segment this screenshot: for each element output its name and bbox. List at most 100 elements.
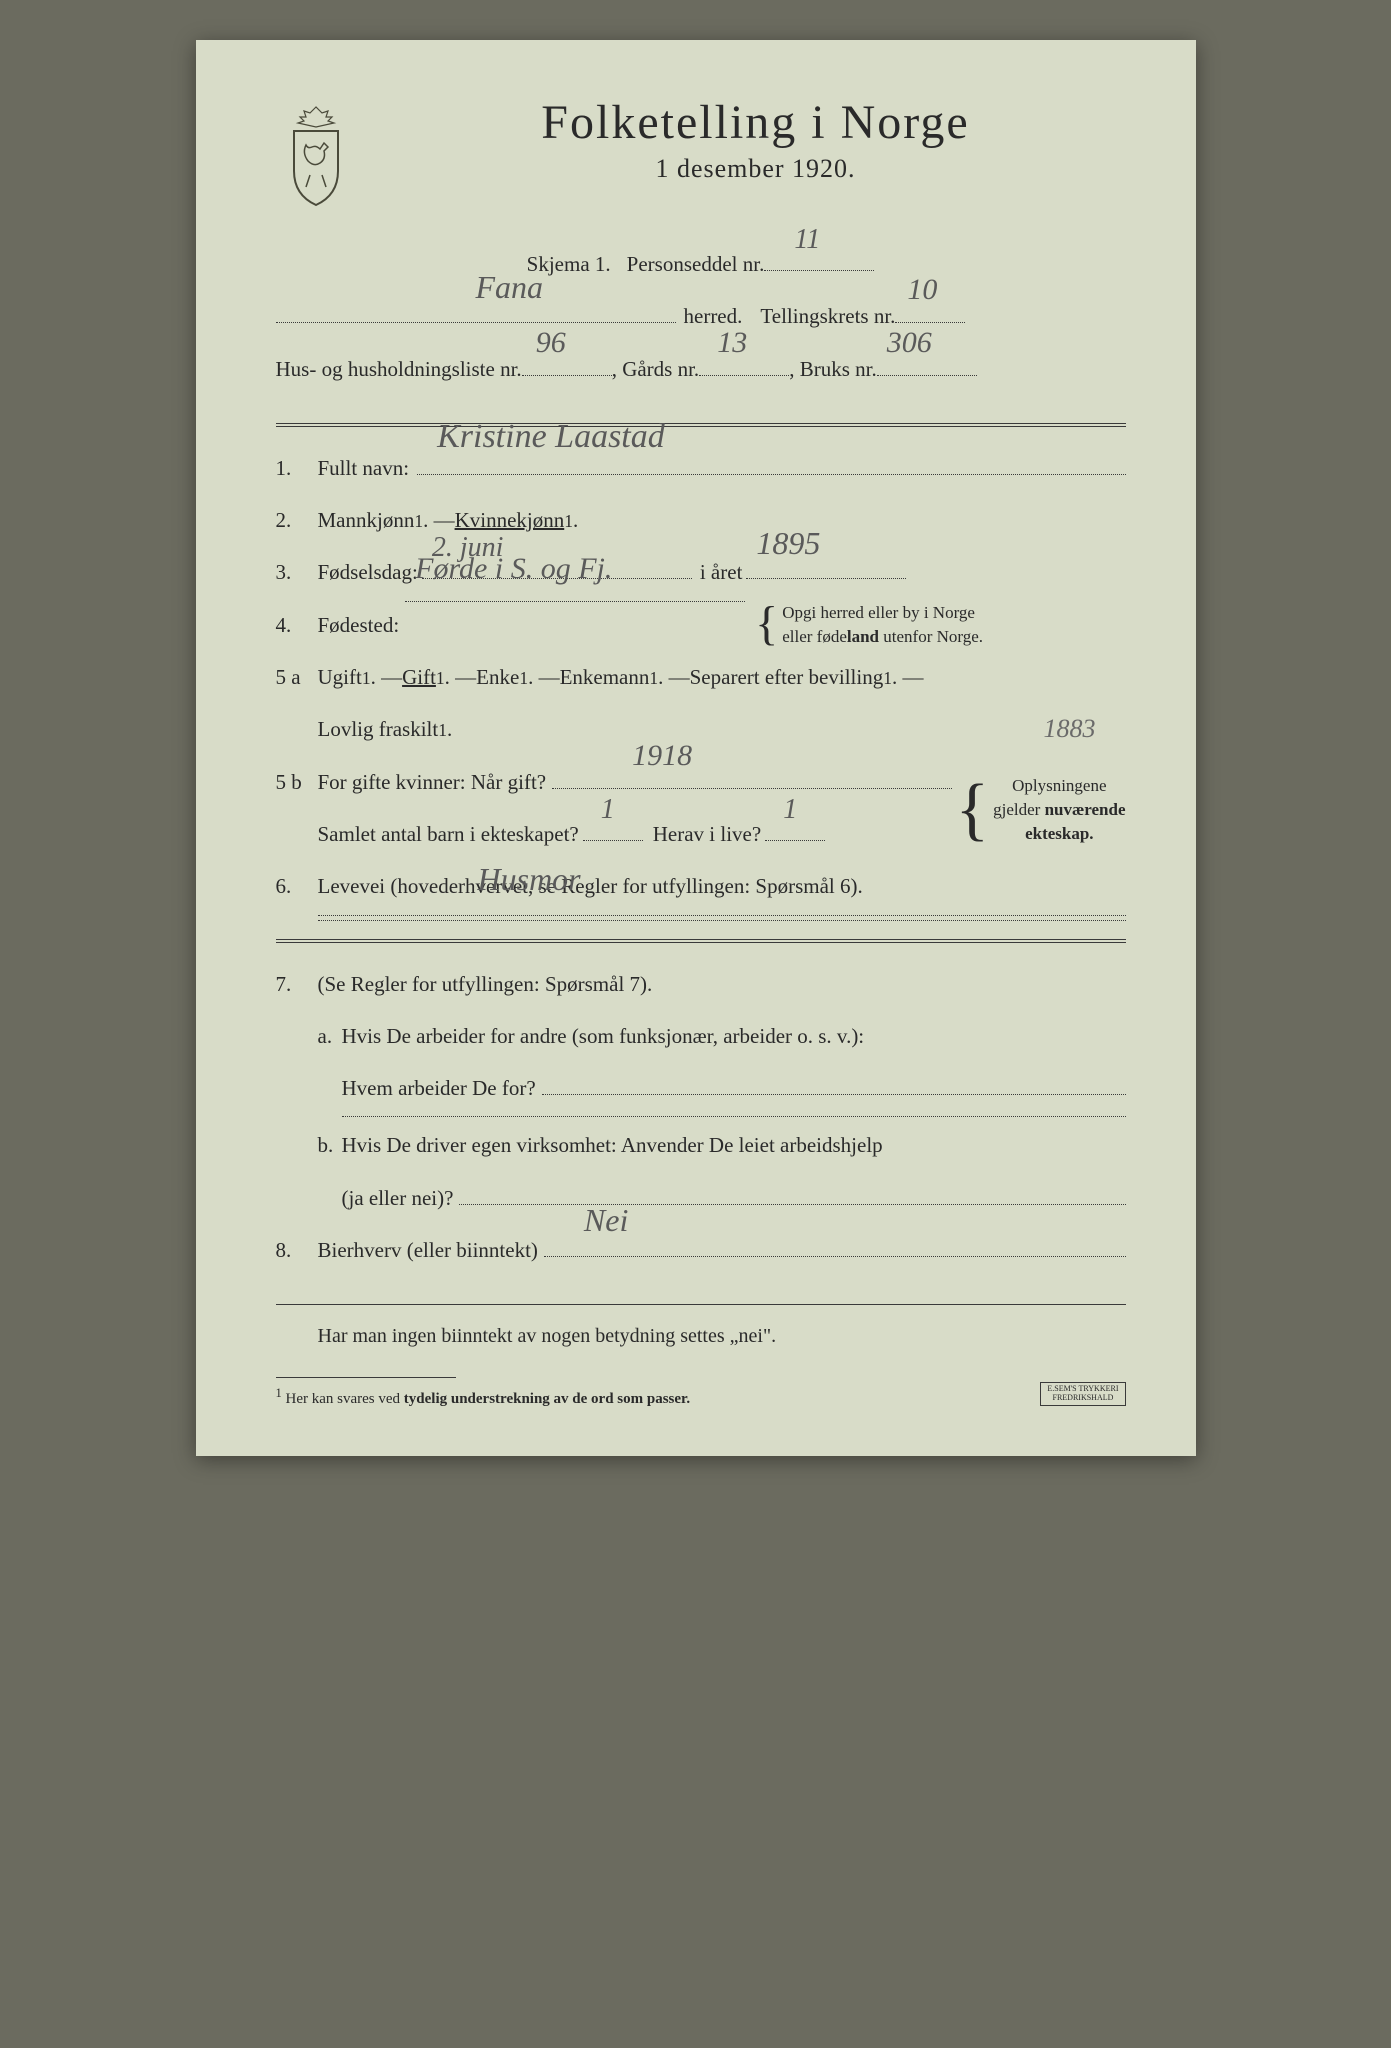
q6-blank-row: [318, 920, 1126, 921]
husliste-field: 96: [522, 375, 612, 376]
q5b-label3: Herav i live?: [653, 810, 761, 858]
bruks-field: 306: [877, 375, 977, 376]
q3-year-field: 1895: [746, 578, 906, 579]
q7a-blank-field: [342, 1116, 1126, 1117]
bruks-label: , Bruks nr.: [789, 345, 877, 393]
q1-label: Fullt navn:: [318, 444, 410, 492]
q7a-row2: Hvem arbeider De for?: [342, 1064, 1126, 1112]
q5b-live-value: 1: [783, 778, 797, 842]
gards-value: 13: [717, 308, 747, 377]
q7a-letter: a.: [318, 1012, 342, 1060]
q5a-lovlig: Lovlig fraskilt: [318, 705, 439, 753]
subtitle-date: 1 desember 1920.: [386, 154, 1126, 184]
crest-svg: [276, 105, 356, 210]
q5b-note: Oplysningene gjelder nuværende ekteskap.: [993, 774, 1125, 845]
q5a-ugift: Ugift: [318, 653, 362, 701]
q3-row: 3. Fødselsdag: 2. juni i året 1895: [276, 548, 1126, 596]
document-header: Folketelling i Norge 1 desember 1920.: [276, 95, 1126, 210]
q6-blank-field: [318, 920, 1126, 921]
q7-num: 7.: [276, 960, 318, 1008]
q4-field: Førde i S. og Fj.: [405, 601, 745, 602]
intro-block: Skjema 1. Personseddel nr. 11 Fana herre…: [276, 240, 1126, 393]
q5a-row1: 5 a Ugift1. — Gift1. — Enke1. — Enkemann…: [276, 653, 1126, 701]
herred-field: Fana: [276, 322, 676, 323]
q5b-live-field: 1: [765, 840, 825, 841]
q5b-block: 5 b For gifte kvinner: Når gift? 1918 Sa…: [276, 758, 1126, 863]
q1-row: 1. Fullt navn: Kristine Laastad: [276, 444, 1126, 492]
husliste-value: 96: [536, 308, 566, 377]
q1-num: 1.: [276, 444, 318, 492]
q4-row: 4. Fødested: Førde i S. og Fj. { Opgi he…: [276, 601, 1126, 649]
gards-label: , Gårds nr.: [612, 345, 700, 393]
q1-value: Kristine Laastad: [437, 398, 665, 476]
q7a-row1: a. Hvis De arbeider for andre (som funks…: [276, 1012, 1126, 1060]
q5b-note-brace: { Oplysningene gjelder nuværende ekteska…: [952, 774, 1126, 845]
section-divider-2: [276, 939, 1126, 940]
footer-rule: [276, 1304, 1126, 1305]
q6-row: 6. Levevei (hovederhvervet, se Regler fo…: [276, 862, 1126, 910]
q7a-line2: Hvem arbeider De for?: [342, 1064, 536, 1112]
q4-value: Førde i S. og Fj.: [415, 534, 612, 603]
q3-num: 3.: [276, 548, 318, 596]
q5a-separert: Separert efter bevilling: [690, 653, 884, 701]
q8-label: Bierhverv (eller biinntekt): [318, 1226, 538, 1274]
q4-note-l1: Opgi herred eller by i Norge: [782, 601, 983, 625]
printer-mark: E.SEM'S TRYKKERI FREDRIKSHALD: [1040, 1382, 1125, 1406]
q7b-line1: Hvis De driver egen virksomhet: Anvender…: [342, 1121, 883, 1169]
q5a-enkemann: Enkemann: [560, 653, 650, 701]
q1-field: Kristine Laastad: [417, 474, 1125, 475]
gards-field: 13: [699, 375, 789, 376]
q4-label: Fødested:: [318, 601, 400, 649]
footnote-text: 1 Her kan svares ved tydelig understrekn…: [276, 1384, 1126, 1411]
q7b-letter: b.: [318, 1121, 342, 1169]
q5b-note-l3: ekteskap.: [993, 822, 1125, 846]
footnote-separator: [276, 1377, 456, 1378]
q7a-field: [542, 1094, 1126, 1095]
personseddel-label: Personseddel nr.: [627, 240, 765, 288]
q8-field: Nei: [544, 1256, 1126, 1257]
q5a-row2: Lovlig fraskilt1. 1883: [318, 705, 1126, 753]
q5a-gift: Gift: [402, 653, 436, 701]
printer-l2: FREDRIKSHALD: [1047, 1394, 1118, 1403]
q8-value: Nei: [584, 1184, 628, 1258]
q7-label: (Se Regler for utfyllingen: Spørsmål 7).: [318, 960, 653, 1008]
q5b-note-l1: Oplysningene: [993, 774, 1125, 798]
personseddel-nr-value: 11: [794, 208, 820, 272]
brace-left-icon: {: [755, 605, 778, 643]
title-block: Folketelling i Norge 1 desember 1920.: [386, 95, 1126, 184]
q5b-barn-value: 1: [601, 778, 615, 842]
q7b-line2: (ja eller nei)?: [342, 1174, 454, 1222]
q3-year-label: i året: [700, 548, 743, 596]
q2-num: 2.: [276, 496, 318, 544]
q5a-num: 5 a: [276, 653, 318, 701]
q4-num: 4.: [276, 601, 318, 649]
husliste-label: Hus- og husholdningsliste nr.: [276, 345, 522, 393]
brace-left-icon-2: {: [956, 782, 990, 838]
coat-of-arms-icon: [276, 105, 356, 210]
q5a-enke: Enke: [476, 653, 519, 701]
q7b-row1: b. Hvis De driver egen virksomhet: Anven…: [276, 1121, 1126, 1169]
q6-value-row: Husmor: [318, 915, 1126, 916]
tellingskrets-label: Tellingskrets nr.: [760, 292, 895, 340]
q6-value: Husmor: [478, 843, 581, 917]
q7a-line1: Hvis De arbeider for andre (som funksjon…: [342, 1012, 865, 1060]
q5b-year-value: 1918: [632, 721, 692, 790]
main-title: Folketelling i Norge: [386, 95, 1126, 150]
q7-row: 7. (Se Regler for utfyllingen: Spørsmål …: [276, 960, 1126, 1008]
q6-label: Levevei (hovederhvervet, se Regler for u…: [318, 862, 863, 910]
q4-note-l2: eller fødeland utenfor Norge.: [782, 625, 983, 649]
personseddel-nr-field: 11: [764, 270, 874, 271]
q8-num: 8.: [276, 1226, 318, 1274]
q4-note-brace: { Opgi herred eller by i Norge eller fød…: [751, 601, 983, 649]
q4-note: Opgi herred eller by i Norge eller fødel…: [782, 601, 983, 649]
q7b-row2: (ja eller nei)?: [342, 1174, 1126, 1222]
census-form-document: Folketelling i Norge 1 desember 1920. Sk…: [196, 40, 1196, 1456]
q2-row: 2. Mannkjønn1. — Kvinnekjønn1.: [276, 496, 1126, 544]
q7a-blank: [342, 1116, 1126, 1117]
q6-field: Husmor: [318, 915, 1126, 916]
q3-label: Fødselsdag:: [318, 548, 418, 596]
footnote-block: 1 Her kan svares ved tydelig understrekn…: [276, 1377, 1126, 1411]
q5b-barn-field: 1: [583, 840, 643, 841]
q5b-label1: For gifte kvinner: Når gift?: [318, 758, 547, 806]
q6-num: 6.: [276, 862, 318, 910]
